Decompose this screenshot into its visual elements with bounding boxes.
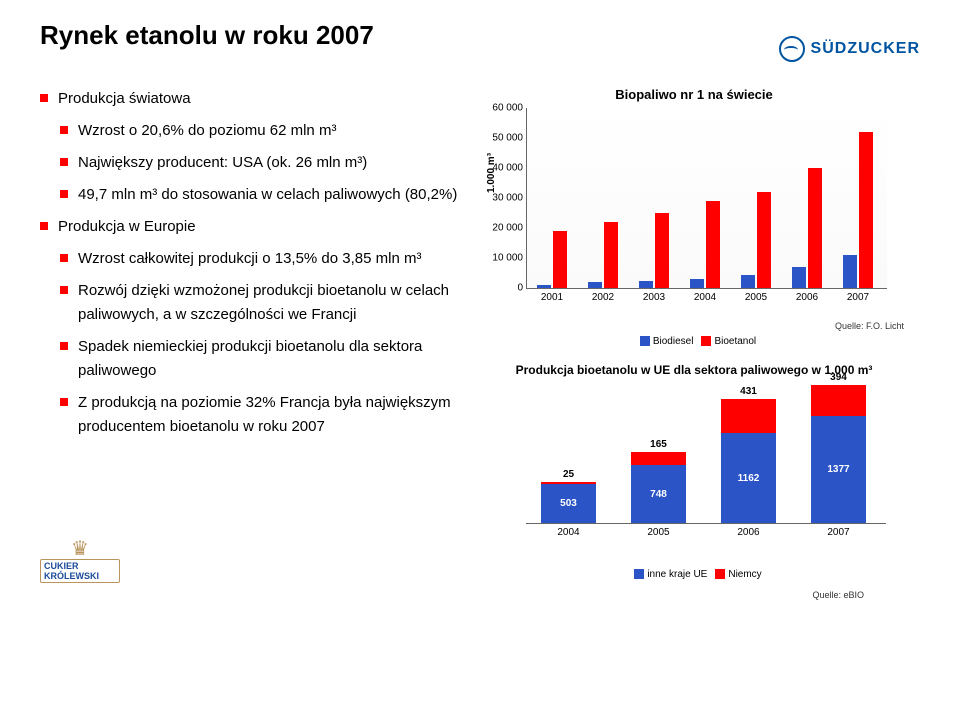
legend-label: Biodiesel — [653, 336, 694, 347]
bullet-item: Produkcja w Europie — [40, 215, 460, 239]
bullet-item: Z produkcją na poziomie 32% Francja była… — [60, 391, 460, 439]
chart2-value-de: 394 — [811, 372, 866, 383]
bullet-item: Rozwój dzięki wzmożonej produkcji bioeta… — [60, 279, 460, 327]
bullet-item: Produkcja światowa — [40, 87, 460, 111]
bullet-item: 49,7 mln m³ do stosowania w celach paliw… — [60, 183, 460, 207]
chart1-bar — [741, 275, 755, 289]
bullet-item: Największy producent: USA (ok. 26 mln m³… — [60, 151, 460, 175]
chart1-bar — [588, 282, 602, 288]
chart2-seg-de — [811, 385, 866, 416]
chart1-bar — [792, 267, 806, 288]
chart2-plot: 5032520047481652005116243120061377394200… — [526, 383, 886, 524]
chart2-xlabel: 2004 — [539, 527, 599, 538]
chart2-source: Quelle: eBIO — [812, 590, 864, 600]
chart1-bar — [859, 132, 873, 288]
chart1: 1.000 m³ 010 00020 00030 00040 00050 000… — [526, 108, 904, 308]
chart1-xlabel: 2002 — [583, 292, 623, 303]
chart2: 5032520047481652005116243120061377394200… — [526, 383, 904, 543]
chart2-value-other: 503 — [541, 498, 596, 509]
chart2-value-de: 25 — [541, 469, 596, 480]
chart1-xlabel: 2006 — [787, 292, 827, 303]
footer-logo: ♛ CUKIER KRÓLEWSKI — [40, 536, 120, 586]
legend-label: inne kraje UE — [647, 569, 707, 580]
chart1-ytick: 50 000 — [485, 133, 523, 144]
chart1-plot: 010 00020 00030 00040 00050 00060 000200… — [526, 108, 887, 289]
slide: Rynek etanolu w roku 2007 SÜDZUCKER Prod… — [0, 0, 960, 600]
chart1-xlabel: 2007 — [838, 292, 878, 303]
chart1-bar — [690, 279, 704, 288]
chart1-ytick: 40 000 — [485, 163, 523, 174]
chart1-ytick: 10 000 — [485, 253, 523, 264]
logo-icon — [779, 36, 805, 62]
chart1-ytick: 0 — [485, 283, 523, 294]
chart1-xlabel: 2004 — [685, 292, 725, 303]
chart1-bar — [604, 222, 618, 288]
chart1-bar — [553, 231, 567, 288]
chart2-seg-de — [541, 482, 596, 484]
chart2-legend: inne kraje UE Niemcy — [484, 569, 904, 580]
chart2-xlabel: 2006 — [719, 527, 779, 538]
logo-text: SÜDZUCKER — [811, 40, 920, 58]
chart2-value-de: 165 — [631, 439, 686, 450]
chart2-value-de: 431 — [721, 386, 776, 397]
crown-icon: ♛ — [71, 539, 89, 559]
sudzucker-logo: SÜDZUCKER — [779, 36, 920, 62]
bullet-item: Wzrost całkowitej produkcji o 13,5% do 3… — [60, 247, 460, 271]
bullet-item: Spadek niemieckiej produkcji bioetanolu … — [60, 335, 460, 383]
bullet-list: Produkcja światowa Wzrost o 20,6% do pozi… — [40, 87, 460, 439]
legend-swatch — [634, 569, 644, 579]
chart1-xlabel: 2005 — [736, 292, 776, 303]
chart1-xlabel: 2003 — [634, 292, 674, 303]
chart1-bar — [843, 255, 857, 288]
chart2-value-other: 748 — [631, 489, 686, 500]
chart1-legend: Biodiesel Bioetanol — [484, 336, 904, 347]
chart2-value-other: 1162 — [721, 473, 776, 484]
chart1-bar — [655, 213, 669, 288]
footer-logo-text: CUKIER KRÓLEWSKI — [40, 559, 120, 583]
chart2-xlabel: 2005 — [629, 527, 689, 538]
charts-column: Biopaliwo nr 1 na świecie 1.000 m³ 010 0… — [484, 87, 904, 580]
chart1-bar — [808, 168, 822, 288]
chart1-ytick: 20 000 — [485, 223, 523, 234]
legend-swatch — [715, 569, 725, 579]
chart2-value-other: 1377 — [811, 464, 866, 475]
bullet-column: Produkcja światowa Wzrost o 20,6% do pozi… — [40, 87, 460, 580]
legend-swatch — [640, 336, 650, 346]
chart1-bar — [757, 192, 771, 288]
legend-swatch — [701, 336, 711, 346]
chart2-seg-de — [721, 399, 776, 433]
chart1-bar — [706, 201, 720, 288]
chart1-bar — [639, 281, 653, 289]
chart1-source: Quelle: F.O. Licht — [835, 321, 904, 331]
chart1-ytick: 60 000 — [485, 103, 523, 114]
chart1-ytick: 30 000 — [485, 193, 523, 204]
chart2-xlabel: 2007 — [809, 527, 869, 538]
bullet-item: Wzrost o 20,6% do poziomu 62 mln m³ — [60, 119, 460, 143]
chart2-seg-de — [631, 452, 686, 465]
legend-label: Bioetanol — [714, 336, 756, 347]
chart1-bar — [537, 285, 551, 288]
chart1-title: Biopaliwo nr 1 na świecie — [484, 87, 904, 102]
legend-label: Niemcy — [728, 569, 761, 580]
chart1-xlabel: 2001 — [532, 292, 572, 303]
content-row: Produkcja światowa Wzrost o 20,6% do pozi… — [40, 87, 920, 580]
